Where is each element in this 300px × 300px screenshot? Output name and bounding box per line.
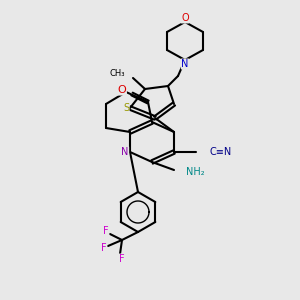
Text: F: F: [103, 226, 109, 236]
Text: N: N: [181, 59, 189, 69]
Text: O: O: [118, 85, 126, 95]
Text: NH₂: NH₂: [186, 167, 205, 177]
Text: S: S: [123, 103, 129, 113]
Text: O: O: [181, 13, 189, 23]
Text: F: F: [119, 254, 125, 264]
Text: C≡N: C≡N: [210, 147, 232, 157]
Text: F: F: [101, 243, 107, 253]
Text: N: N: [121, 147, 129, 157]
Text: CH₃: CH₃: [110, 70, 125, 79]
